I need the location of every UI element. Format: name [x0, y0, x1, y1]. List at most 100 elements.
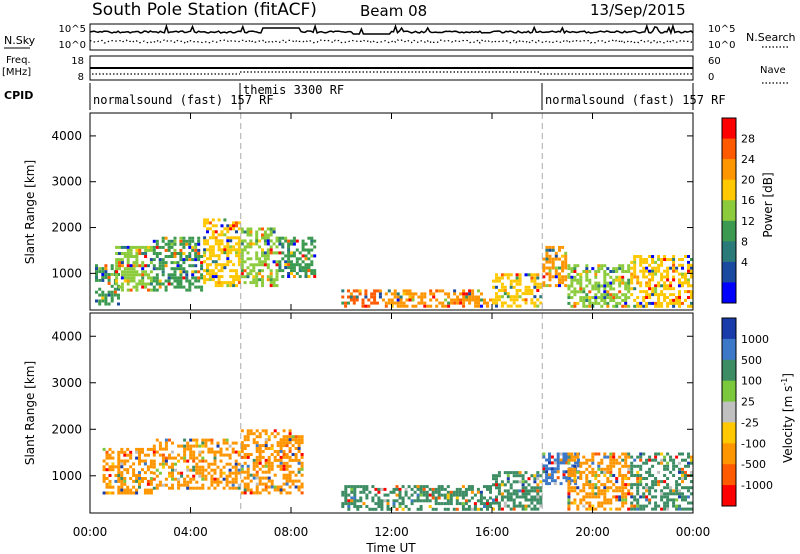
radar-cell	[152, 248, 156, 252]
radar-cell	[182, 245, 186, 249]
radar-cell	[657, 483, 661, 487]
radar-cell	[301, 242, 305, 246]
radar-cell	[208, 236, 212, 240]
radar-cell	[114, 479, 118, 483]
x-tick-label: 16:00	[475, 525, 510, 539]
radar-cell	[226, 260, 230, 264]
radar-cell	[530, 498, 534, 502]
radar-cell	[214, 254, 218, 258]
radar-cell	[273, 488, 277, 492]
radar-cell	[672, 301, 676, 305]
radar-cell	[377, 487, 381, 491]
radar-cell	[246, 438, 250, 442]
radar-cell	[203, 236, 207, 240]
radar-cell	[545, 257, 549, 261]
radar-cell	[272, 284, 276, 288]
radar-cell	[497, 489, 501, 493]
radar-cell	[633, 287, 637, 291]
radar-cell	[164, 477, 168, 481]
radar-cell	[284, 236, 288, 240]
radar-cell	[672, 492, 676, 496]
radar-cell	[542, 467, 546, 471]
radar-cell	[261, 476, 265, 480]
radar-cell	[533, 273, 537, 277]
radar-cell	[518, 273, 522, 277]
radar-cell	[654, 272, 658, 276]
radar-cell	[512, 279, 516, 283]
radar-cell	[573, 498, 577, 502]
radar-cell	[146, 491, 150, 495]
radar-cell	[518, 289, 522, 292]
radar-cell	[158, 285, 162, 289]
radar-cell	[576, 452, 580, 456]
radar-cell	[582, 489, 586, 493]
radar-cell	[377, 490, 381, 494]
radar-cell	[561, 269, 565, 273]
radar-cell	[182, 242, 186, 246]
radar-cell	[657, 504, 661, 508]
radar-cell	[111, 468, 115, 472]
radar-cell	[225, 462, 229, 466]
radar-cell	[170, 282, 174, 286]
radar-cell	[129, 450, 133, 454]
radar-cell	[310, 254, 314, 258]
radar-cell	[585, 296, 589, 300]
radar-cell	[228, 468, 232, 472]
radar-cell	[229, 224, 233, 228]
radar-cell	[350, 496, 354, 500]
radar-cell	[211, 251, 215, 255]
radar-cell	[612, 495, 616, 499]
radar-cell	[515, 298, 519, 302]
radar-cell	[497, 507, 501, 511]
radar-cell	[426, 304, 430, 308]
radar-cell	[633, 258, 637, 261]
radar-cell	[672, 293, 676, 297]
radar-cell	[183, 480, 187, 484]
radar-cell	[503, 273, 507, 277]
radar-cell	[390, 298, 394, 302]
radar-cell	[217, 248, 221, 252]
radar-cell	[204, 477, 208, 481]
radar-cell	[179, 264, 183, 268]
radar-cell	[506, 273, 510, 277]
radar-cell	[349, 295, 353, 299]
radar-cell	[681, 495, 684, 499]
radar-cell	[615, 278, 619, 282]
radar-cell	[539, 474, 543, 478]
radar-cell	[249, 269, 253, 273]
radar-cell	[462, 292, 466, 296]
radar-cell	[621, 501, 625, 505]
radar-cell	[297, 441, 301, 445]
radar-cell	[258, 455, 262, 459]
radar-cell	[126, 245, 130, 249]
radar-cell	[509, 495, 513, 499]
radar-cell	[542, 479, 546, 483]
radar-cell	[597, 504, 601, 508]
radar-cell	[115, 282, 119, 286]
radar-cell	[170, 245, 174, 249]
radar-cell	[144, 248, 148, 252]
radar-cell	[188, 258, 192, 262]
radar-cell	[556, 458, 560, 462]
radar-cell	[567, 296, 571, 300]
radar-cell	[567, 452, 571, 456]
radar-cell	[559, 452, 563, 456]
radar-cell	[252, 491, 256, 495]
radar-cell	[615, 275, 619, 279]
radar-cell	[126, 270, 130, 274]
radar-cell	[98, 278, 102, 282]
radar-cell	[521, 483, 525, 487]
radar-cell	[612, 474, 616, 477]
radar-cell	[536, 289, 540, 292]
radar-cell	[249, 263, 253, 267]
radar-cell	[203, 224, 207, 228]
radar-cell	[298, 269, 302, 273]
power-data	[95, 113, 693, 310]
radar-cell	[167, 255, 171, 258]
radar-cell	[495, 276, 498, 280]
radar-cell	[135, 282, 139, 286]
radar-cell	[304, 248, 308, 252]
radar-cell	[108, 447, 112, 451]
radar-cell	[246, 464, 250, 468]
radar-cell	[149, 245, 153, 249]
